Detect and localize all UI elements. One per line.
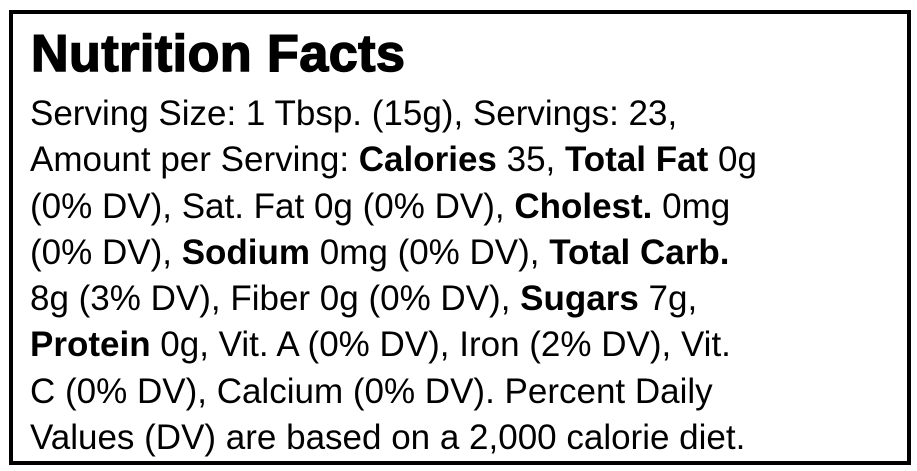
text: 0g [708, 140, 757, 180]
text: 8g (3% DV), Fiber 0g (0% DV), [30, 279, 521, 319]
text: C (0% DV), Calcium (0% DV). Percent Dail… [30, 371, 713, 411]
text-line: Serving Size: 1 Tbsp. (15g), Servings: 2… [30, 91, 757, 137]
text: 7g, [638, 279, 698, 319]
text-line: Amount per Serving: Calories 35, Total F… [30, 137, 757, 183]
text-line: (0% DV), Sodium 0mg (0% DV), Total Carb. [30, 230, 757, 276]
bold-text: Protein [30, 325, 151, 365]
text-line: C (0% DV), Calcium (0% DV). Percent Dail… [30, 369, 757, 415]
text-line: (0% DV), Sat. Fat 0g (0% DV), Cholest. 0… [30, 184, 757, 230]
text-line: 8g (3% DV), Fiber 0g (0% DV), Sugars 7g, [30, 276, 757, 322]
text: (0% DV), [30, 232, 182, 272]
text: 0mg [652, 186, 731, 226]
text: Serving Size: 1 Tbsp. (15g), Servings: 2… [30, 94, 678, 133]
text-line: Protein 0g, Vit. A (0% DV), Iron (2% DV)… [30, 322, 757, 368]
bold-text: Sugars [520, 279, 639, 319]
text: (0% DV), Sat. Fat 0g (0% DV), [30, 186, 515, 226]
nutrition-label: Nutrition Facts Serving Size: 1 Tbsp. (1… [9, 10, 911, 465]
text: Values (DV) are based on a 2,000 calorie… [30, 418, 746, 458]
text-line: Values (DV) are based on a 2,000 calorie… [30, 415, 757, 461]
text: 35, [496, 140, 566, 180]
bold-text: Total Fat [565, 140, 709, 180]
bold-text: Sodium [181, 232, 311, 272]
title: Nutrition Facts [30, 24, 406, 84]
bold-text: Total Carb. [549, 232, 730, 272]
text: Amount per Serving: [30, 140, 359, 180]
body-text: Serving Size: 1 Tbsp. (15g), Servings: 2… [30, 91, 757, 461]
text: 0g, Vit. A (0% DV), Iron (2% DV), Vit. [150, 325, 731, 365]
text: 0mg (0% DV), [310, 232, 550, 272]
bold-text: Cholest. [514, 186, 653, 226]
bold-text: Calories [358, 140, 497, 180]
